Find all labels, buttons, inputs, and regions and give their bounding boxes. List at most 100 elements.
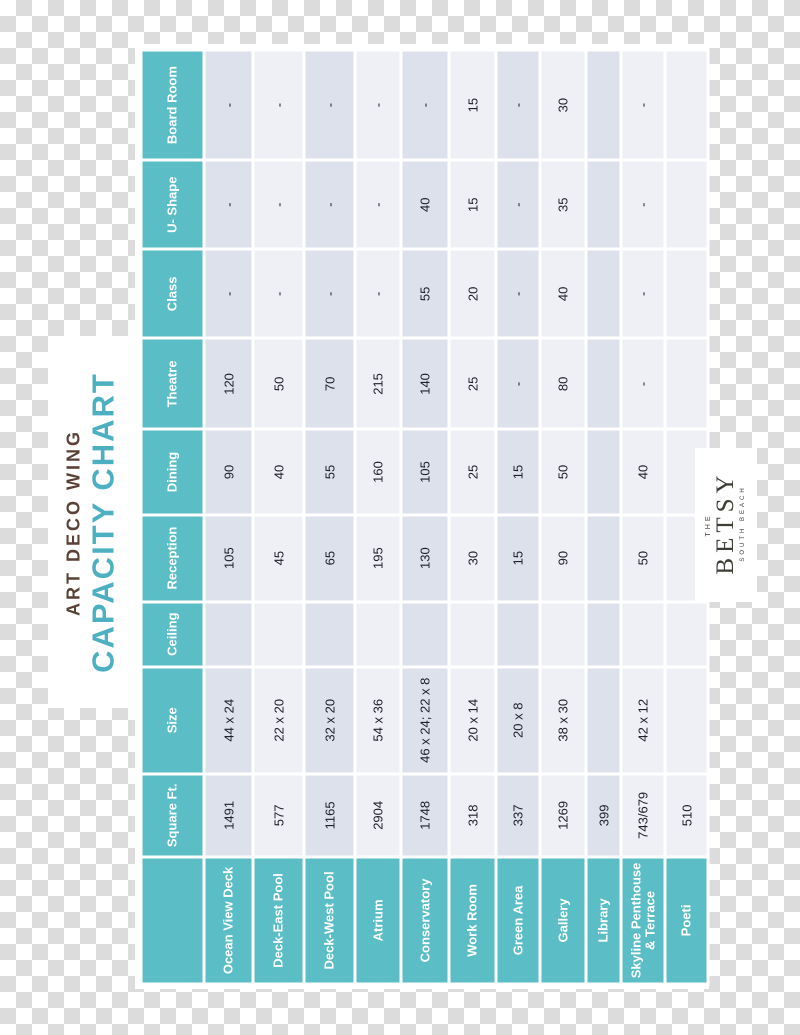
- table-cell: [666, 250, 706, 337]
- row-header: Skyline Penthouse & Terrace: [622, 857, 663, 982]
- capacity-table: Square Ft. Size Ceiling Reception Dining Thea…: [139, 48, 709, 985]
- column-header: Class: [142, 250, 202, 337]
- table-cell: -: [622, 339, 663, 428]
- table-cell: 2904: [356, 774, 399, 855]
- table-cell: -: [205, 161, 251, 248]
- table-cell: [666, 667, 706, 772]
- table-cell: -: [497, 51, 538, 159]
- column-header: Board Room: [142, 51, 202, 159]
- row-header: Ocean View Deck: [205, 857, 251, 982]
- table-cell: -: [305, 161, 353, 248]
- table-cell: -: [356, 161, 399, 248]
- table-cell: 30: [541, 51, 584, 159]
- table-cell: 195: [356, 515, 399, 600]
- table-cell: -: [622, 51, 663, 159]
- table-cell: [666, 161, 706, 248]
- table-cell: [587, 667, 619, 772]
- table-cell: 25: [450, 430, 494, 513]
- table-cell: -: [205, 51, 251, 159]
- table-cell: [622, 602, 663, 665]
- table-cell: 55: [402, 250, 447, 337]
- table-cell: 50: [541, 430, 584, 513]
- table-cell: 105: [402, 430, 447, 513]
- table-cell: 20: [450, 250, 494, 337]
- table-cell: 80: [541, 339, 584, 428]
- capacity-table-container: Square Ft. Size Ceiling Reception Dining Thea…: [135, 44, 709, 989]
- table-cell: [587, 339, 619, 428]
- table-cell: 130: [402, 515, 447, 600]
- table-cell: [666, 339, 706, 428]
- table-cell: -: [622, 250, 663, 337]
- table-cell: -: [254, 161, 302, 248]
- table-cell: [305, 602, 353, 665]
- table-cell: 105: [205, 515, 251, 600]
- table-cell: -: [497, 339, 538, 428]
- table-cell: 140: [402, 339, 447, 428]
- table-cell: -: [356, 250, 399, 337]
- table-cell: 15: [497, 430, 538, 513]
- table-cell: -: [205, 250, 251, 337]
- table-cell: 40: [254, 430, 302, 513]
- table-cell: 743/679: [622, 774, 663, 855]
- table-cell: 90: [541, 515, 584, 600]
- table-cell: 44 x 24: [205, 667, 251, 772]
- chart-subtitle: ART DECO WING: [62, 428, 83, 616]
- title-rotated-text: ART DECO WING CAPACITY CHART: [48, 336, 135, 708]
- row-header: Atrium: [356, 857, 399, 982]
- table-cell: 50: [254, 339, 302, 428]
- table-cell: [205, 602, 251, 665]
- row-header: Green Area: [497, 857, 538, 982]
- corner-cell: [142, 857, 202, 982]
- column-header: Ceiling: [142, 602, 202, 665]
- table-cell: [666, 51, 706, 159]
- table-cell: 40: [402, 161, 447, 248]
- table-row: Atrium 2904 54 x 36 195 160 215- - -: [356, 51, 399, 982]
- table-cell: -: [305, 250, 353, 337]
- column-header: Size: [142, 667, 202, 772]
- table-cell: -: [356, 51, 399, 159]
- table-cell: 42 x 12: [622, 667, 663, 772]
- table-cell: [587, 602, 619, 665]
- table-cell: 1491: [205, 774, 251, 855]
- table-cell: 15: [450, 161, 494, 248]
- table-cell: 90: [205, 430, 251, 513]
- table-cell: 45: [254, 515, 302, 600]
- table-cell: 1165: [305, 774, 353, 855]
- table-cell: [450, 602, 494, 665]
- table-cell: 22 x 20: [254, 667, 302, 772]
- table-cell: 32 x 20: [305, 667, 353, 772]
- table-cell: 15: [450, 51, 494, 159]
- table-cell: 30: [450, 515, 494, 600]
- hotel-logo: THE BETSY SOUTH BEACH: [695, 448, 757, 602]
- table-cell: [541, 602, 584, 665]
- table-cell: 40: [622, 430, 663, 513]
- logo-southbeach-label: SOUTH BEACH: [740, 485, 746, 562]
- table-row: Green Area 337 20 x 8 15 15- - - -: [497, 51, 538, 982]
- table-cell: [587, 515, 619, 600]
- table-cell: 160: [356, 430, 399, 513]
- table-cell: 1748: [402, 774, 447, 855]
- table-cell: 510: [666, 774, 706, 855]
- row-header: Library: [587, 857, 619, 982]
- column-header: Reception: [142, 515, 202, 600]
- title-block: ART DECO WING CAPACITY CHART: [48, 336, 135, 708]
- column-header: Theatre: [142, 339, 202, 428]
- table-cell: [356, 602, 399, 665]
- column-header: Dining: [142, 430, 202, 513]
- table-cell: 54 x 36: [356, 667, 399, 772]
- table-cell: [587, 161, 619, 248]
- table-cell: [587, 51, 619, 159]
- table-cell: 20 x 14: [450, 667, 494, 772]
- table-cell: 40: [541, 250, 584, 337]
- table-cell: 1269: [541, 774, 584, 855]
- table-cell: -: [622, 161, 663, 248]
- table-cell: [402, 602, 447, 665]
- table-cell: -: [497, 161, 538, 248]
- table-row: Deck-West Pool 1165 32 x 20 65 55 70- - -: [305, 51, 353, 982]
- row-header: Gallery: [541, 857, 584, 982]
- table-cell: 20 x 8: [497, 667, 538, 772]
- table-row: Conservatory 1748 46 x 24; 22 x 8 130 105 140…: [402, 51, 447, 982]
- table-cell: 120: [205, 339, 251, 428]
- header-row: Square Ft. Size Ceiling Reception Dining Thea…: [142, 51, 202, 982]
